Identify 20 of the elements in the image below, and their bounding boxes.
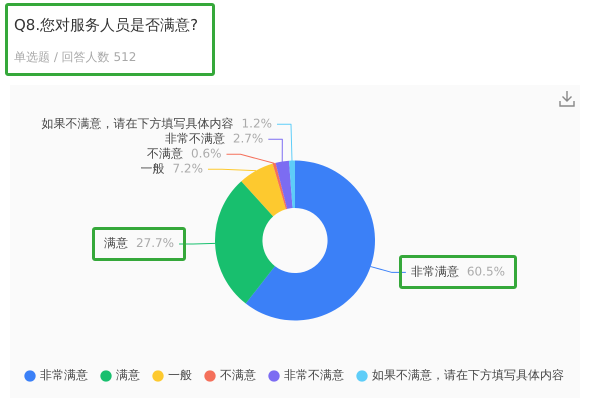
slice-label: 满意	[104, 236, 128, 250]
data-label: 0.6%	[190, 146, 222, 160]
data-label: 7.2%	[172, 161, 203, 176]
legend-label: 如果不满意，请在下方填写具体内容	[372, 368, 564, 382]
slice-label: 如果不满意，请在下方填写具体内容	[42, 116, 234, 130]
legend-label: 不满意	[220, 368, 256, 382]
data-label: 60.5%	[466, 264, 505, 279]
chart-subtitle: 单选题 / 回答人数 512	[14, 49, 138, 65]
slice-label: 非常不满意	[164, 131, 225, 146]
legend-label: 一般	[168, 368, 192, 382]
chart-title: Q8.您对服务人员是否满意?	[14, 15, 198, 35]
data-label: 1.2%	[242, 116, 272, 130]
legend-label: 非常不满意	[284, 368, 344, 382]
legend-label: 满意	[116, 368, 140, 382]
slice-label: 不满意	[146, 146, 183, 160]
slice-label: 非常满意	[410, 264, 459, 279]
legend-label: 非常满意	[40, 368, 88, 382]
slice-label: 一般	[140, 161, 164, 176]
data-label: 2.7%	[232, 131, 264, 146]
data-label: 27.7%	[136, 236, 174, 250]
